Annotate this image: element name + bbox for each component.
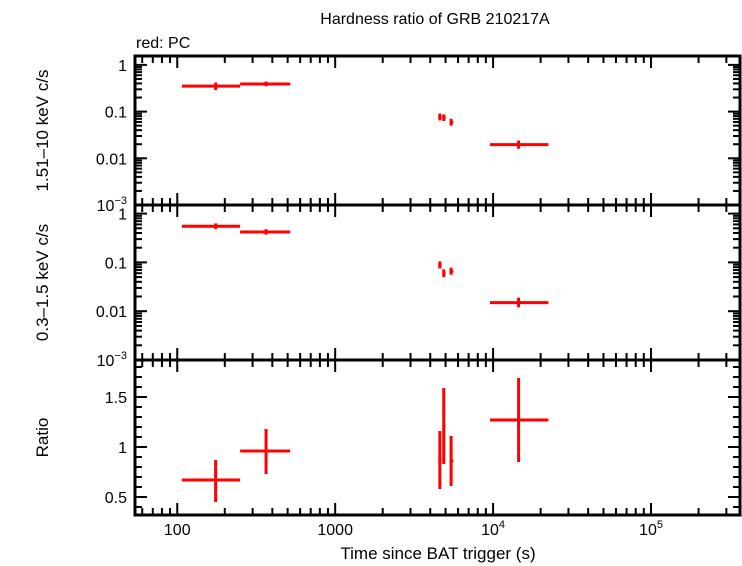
- x-tick-label-base: 10: [639, 522, 657, 539]
- data-point: [438, 431, 442, 489]
- y-tick-label-base: 1: [118, 207, 127, 224]
- y-tick-label: 0.01: [96, 304, 127, 321]
- data-point: [442, 269, 446, 278]
- y-axis-label: Ratio: [33, 418, 52, 458]
- chart-title: Hardness ratio of GRB 210217A: [320, 11, 550, 28]
- data-point: [438, 113, 442, 121]
- x-tick-label: 105: [639, 519, 663, 539]
- x-tick-label-exp: 4: [499, 519, 505, 531]
- data-point: [442, 388, 446, 464]
- y-tick-label-exp: −3: [114, 350, 127, 362]
- data-point: [442, 114, 446, 121]
- data-point: [449, 436, 454, 486]
- x-tick-label: 100: [164, 522, 191, 539]
- y-tick-label-exp: −3: [114, 195, 127, 207]
- panel-2: 1.5 1 0.5 Ratio: [33, 358, 742, 517]
- y-tick-label: 10−3: [97, 350, 127, 370]
- y-axis-label: 0.3–1.5 keV c/s: [33, 224, 52, 341]
- panel-frame: [133, 54, 742, 207]
- y-tick-label: 0.1: [105, 255, 127, 272]
- data-point: [240, 229, 291, 235]
- y-tick-label-base: 0.01: [96, 304, 127, 321]
- x-tick-label-base: 1000: [317, 522, 353, 539]
- data-point: [449, 118, 454, 126]
- x-tick-label: 1000: [317, 522, 353, 539]
- y-tick-label-base: 0.1: [105, 255, 127, 272]
- data-point: [489, 297, 549, 308]
- panel-1: 1 0.1 0.01 10−3 0.3–1.5 keV c/s: [33, 203, 742, 370]
- y-tick-label-base: 10: [97, 198, 115, 215]
- data-point: [181, 223, 241, 230]
- x-tick-label-base: 100: [164, 522, 191, 539]
- data-point: [240, 429, 291, 474]
- y-tick-label: 0.5: [105, 490, 127, 507]
- data-point: [489, 378, 549, 462]
- y-tick-label: 0.01: [96, 151, 127, 168]
- data-point: [438, 261, 442, 269]
- x-axis-label: Time since BAT trigger (s): [340, 544, 535, 563]
- x-tick-label-exp: 5: [657, 519, 663, 531]
- y-tick-label: 1: [118, 207, 127, 224]
- data-point: [181, 460, 241, 502]
- x-tick-label: 104: [481, 519, 505, 539]
- y-tick-label-base: 0.1: [105, 105, 127, 122]
- y-tick-label-base: 1.5: [105, 390, 127, 407]
- panel-frame: [133, 358, 742, 517]
- data-point: [489, 140, 549, 149]
- data-point: [181, 82, 241, 90]
- y-tick-label-base: 1: [118, 58, 127, 75]
- panel-frame: [133, 203, 742, 362]
- legend-note: red: PC: [136, 35, 190, 52]
- y-tick-label: 1.5: [105, 390, 127, 407]
- y-tick-label: 10−3: [97, 195, 127, 215]
- data-point: [449, 267, 454, 275]
- y-tick-label-base: 0.5: [105, 490, 127, 507]
- y-tick-label-base: 1: [118, 440, 127, 457]
- y-tick-label: 1: [118, 440, 127, 457]
- y-tick-label: 1: [118, 58, 127, 75]
- x-tick-label-base: 10: [481, 522, 499, 539]
- y-axis-label: 1.51–10 keV c/s: [33, 70, 52, 192]
- y-tick-label-base: 10: [97, 353, 115, 370]
- data-point: [240, 81, 291, 87]
- y-tick-label: 0.1: [105, 105, 127, 122]
- panel-0: 1 0.1 0.01 10−3 1.51–10 keV c/s: [33, 54, 742, 215]
- y-tick-label-base: 0.01: [96, 151, 127, 168]
